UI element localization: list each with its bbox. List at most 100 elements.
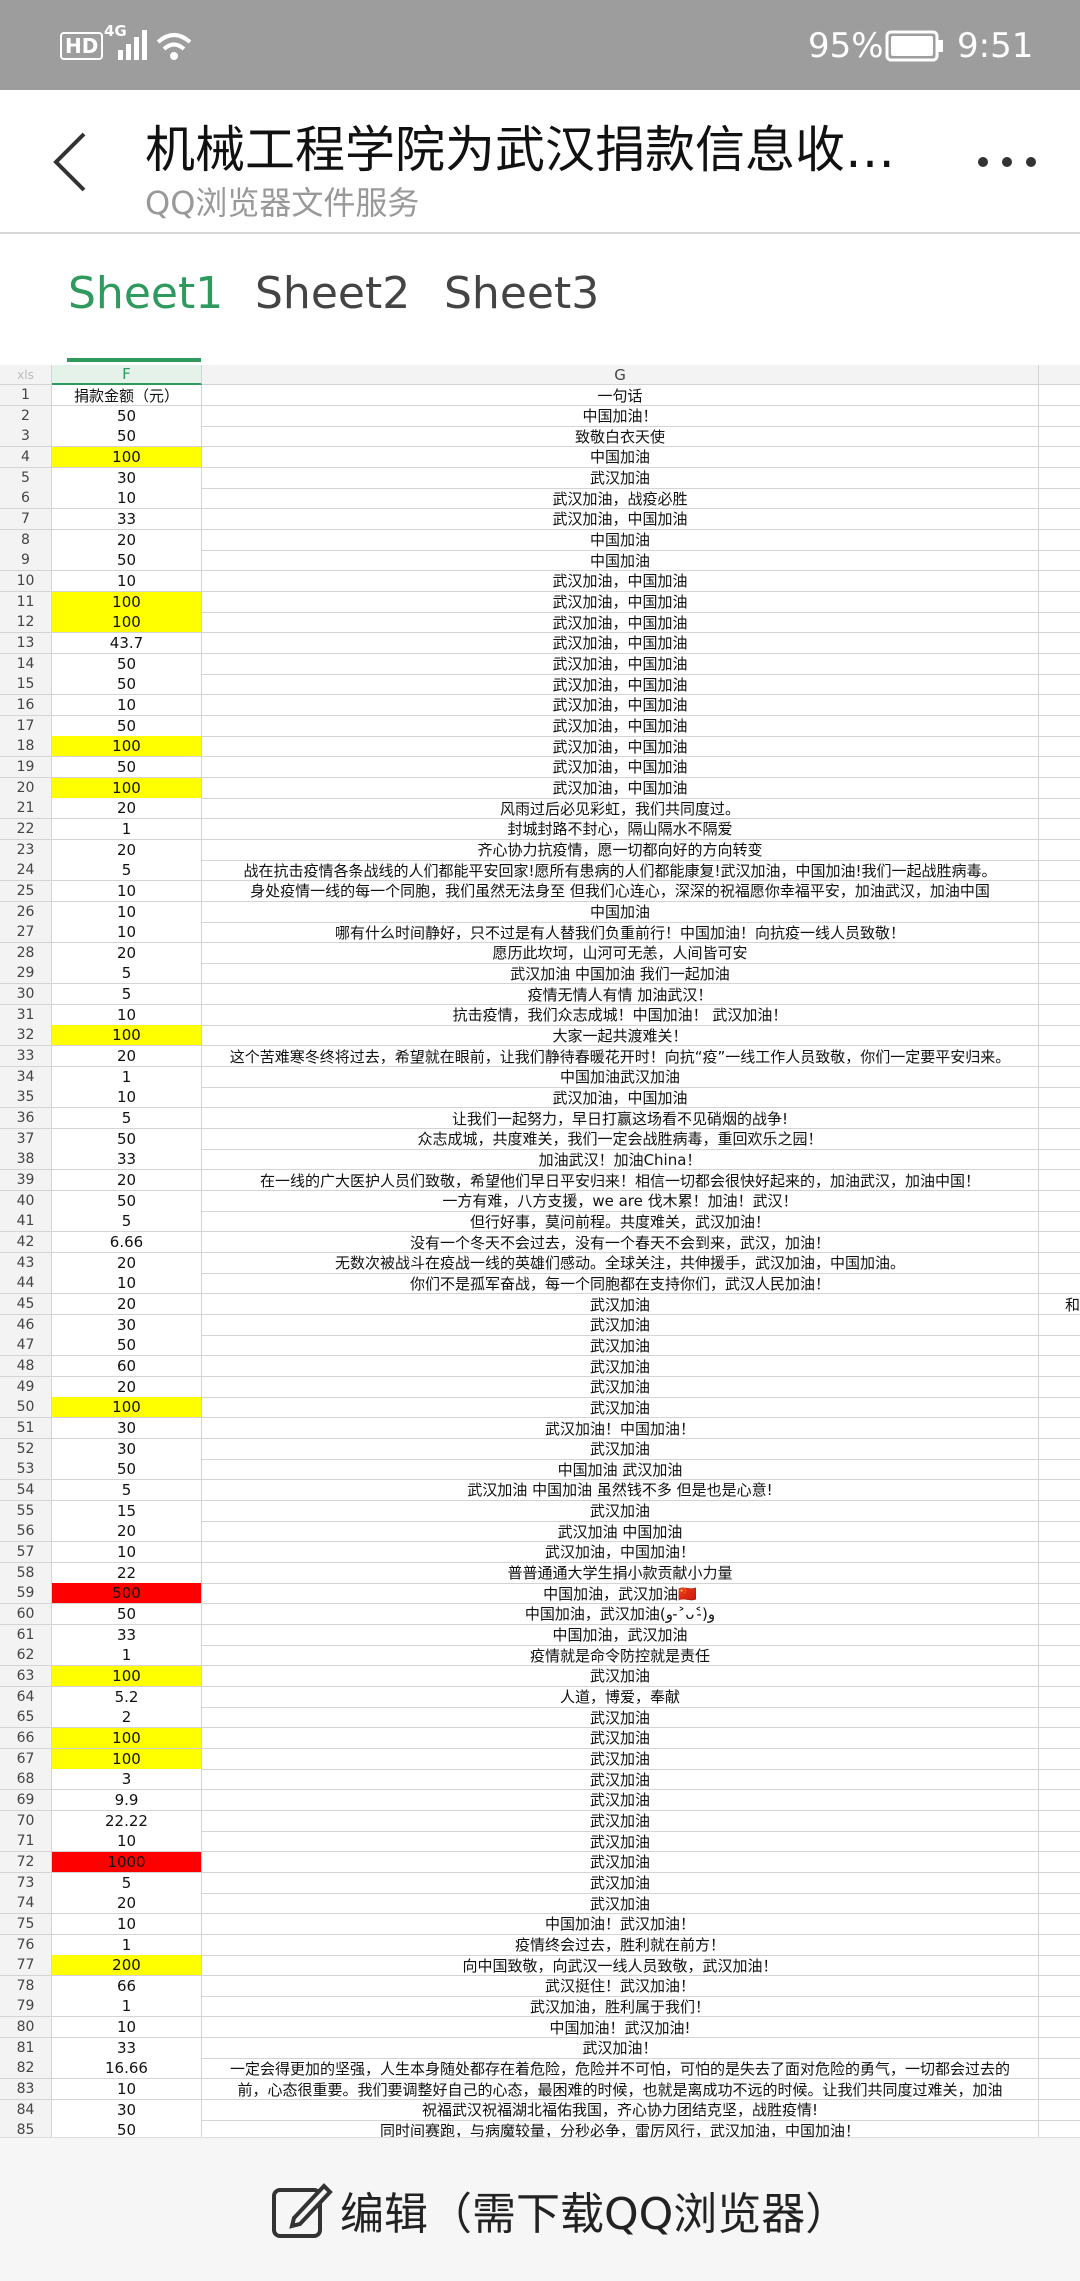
amount-cell: 5.2 bbox=[52, 1686, 202, 1708]
amount-cell: 20 bbox=[52, 1046, 202, 1068]
message-cell: 这个苦难寒冬终将过去，希望就在眼前，让我们静待春暖花开时！向抗“疫”一线工作人员… bbox=[202, 1046, 1039, 1068]
message-cell: 中国加油，武汉加油 bbox=[202, 1624, 1039, 1646]
amount-cell: 16.66 bbox=[52, 2058, 202, 2080]
sheet-tab[interactable]: Sheet1 bbox=[68, 268, 224, 319]
amount-cell: 100 bbox=[52, 1665, 202, 1687]
sheet-tab[interactable]: Sheet3 bbox=[444, 268, 600, 319]
message-cell: 武汉加油 bbox=[202, 1665, 1039, 1687]
active-tab-underline bbox=[67, 358, 201, 362]
message-cell: 中国加油，武汉加油🇨🇳 bbox=[202, 1583, 1039, 1605]
message-cell: 武汉加油，中国加油 bbox=[202, 1087, 1039, 1109]
amount-cell: 1 bbox=[52, 1645, 202, 1667]
amount-cell: 33 bbox=[52, 1149, 202, 1171]
extra-cell bbox=[1039, 1046, 1080, 1068]
edit-label: 编辑（需下载QQ浏览器） bbox=[340, 2189, 850, 2240]
amount-cell: 5 bbox=[52, 860, 202, 882]
amount-cell: 50 bbox=[52, 1335, 202, 1357]
row-number: 56 bbox=[0, 1521, 52, 1543]
amount-cell: 100 bbox=[52, 591, 202, 613]
amount-cell: 20 bbox=[52, 1893, 202, 1915]
extra-cell bbox=[1039, 1418, 1080, 1439]
message-cell: 武汉加油 bbox=[202, 1831, 1039, 1853]
edit-button[interactable]: 编辑（需下载QQ浏览器） bbox=[270, 2178, 849, 2242]
message-cell: 武汉加油 bbox=[202, 1397, 1039, 1419]
extra-cell bbox=[1039, 1170, 1080, 1192]
row-number: 41 bbox=[0, 1211, 52, 1233]
message-cell: 武汉加油，中国加油 bbox=[202, 591, 1039, 613]
extra-cell bbox=[1039, 447, 1080, 468]
row-number: 12 bbox=[0, 612, 52, 634]
row-number: 54 bbox=[0, 1479, 52, 1501]
amount-cell: 20 bbox=[52, 1521, 202, 1543]
extra-cell bbox=[1039, 2038, 1080, 2059]
amount-cell: 22 bbox=[52, 1562, 202, 1584]
row-number: 78 bbox=[0, 1975, 52, 1997]
amount-cell: 10 bbox=[52, 694, 202, 716]
amount-cell: 50 bbox=[52, 2120, 202, 2137]
amount-cell: 1 bbox=[52, 1934, 202, 1956]
amount-cell: 50 bbox=[52, 674, 202, 696]
row-number: 65 bbox=[0, 1707, 52, 1729]
amount-cell: 20 bbox=[52, 942, 202, 964]
amount-cell: 30 bbox=[52, 1314, 202, 1336]
row-number: 43 bbox=[0, 1252, 52, 1274]
amount-cell: 10 bbox=[52, 901, 202, 923]
row-number: 53 bbox=[0, 1459, 52, 1481]
extra-cell bbox=[1039, 1335, 1080, 1357]
message-cell: 武汉加油 bbox=[202, 1810, 1039, 1832]
message-cell: 中国加油，武汉加油(و ˃̵ᴗ˂̵)و bbox=[202, 1603, 1039, 1625]
row-number: 39 bbox=[0, 1170, 52, 1192]
message-cell: 大家一起共渡难关！ bbox=[202, 1025, 1039, 1047]
extra-cell bbox=[1039, 1129, 1080, 1150]
extra-cell bbox=[1039, 757, 1080, 778]
row-number: 64 bbox=[0, 1686, 52, 1708]
extra-cell bbox=[1039, 2079, 1080, 2101]
extra-cell bbox=[1039, 509, 1080, 530]
message-cell: 中国加油！武汉加油! bbox=[202, 2017, 1039, 2039]
back-button[interactable] bbox=[50, 130, 90, 194]
row-number: 24 bbox=[0, 860, 52, 882]
message-cell: 武汉加油，中国加油 bbox=[202, 570, 1039, 592]
extra-cell bbox=[1039, 1005, 1080, 1026]
row-number: 38 bbox=[0, 1149, 52, 1171]
message-cell: 中国加油 bbox=[202, 901, 1039, 923]
extra-cell bbox=[1039, 1191, 1080, 1212]
amount-cell: 33 bbox=[52, 2037, 202, 2059]
message-cell: 封城封路不封心，隔山隔水不隔爱 bbox=[202, 818, 1039, 840]
message-cell: 武汉加油，胜利属于我们！ bbox=[202, 1996, 1039, 2018]
extra-cell bbox=[1039, 468, 1080, 489]
row-number: 63 bbox=[0, 1665, 52, 1687]
more-button[interactable] bbox=[975, 154, 1045, 170]
extra-cell bbox=[1039, 1769, 1080, 1791]
row-number: 20 bbox=[0, 777, 52, 799]
extra-cell bbox=[1039, 1996, 1080, 2018]
message-cell: 武汉加油 bbox=[202, 1500, 1039, 1522]
amount-cell: 50 bbox=[52, 1128, 202, 1150]
subtitle: QQ浏览器文件服务 bbox=[145, 184, 420, 222]
extra-cell bbox=[1039, 1687, 1080, 1708]
message-cell: 愿历此坎坷，山河可无恙，人间皆可安 bbox=[202, 942, 1039, 964]
message-cell: 武汉加油！中国加油！ bbox=[202, 1418, 1039, 1439]
row-number: 2 bbox=[0, 405, 52, 427]
sheet-tab[interactable]: Sheet2 bbox=[255, 268, 411, 319]
amount-cell: 20 bbox=[52, 529, 202, 551]
message-cell: 向中国致敬，向武汉一线人员致敬，武汉加油！ bbox=[202, 1955, 1039, 1977]
extra-cell bbox=[1039, 1728, 1080, 1749]
extra-cell bbox=[1039, 2120, 1080, 2137]
amount-cell: 100 bbox=[52, 1397, 202, 1419]
message-cell: 中国加油 武汉加油 bbox=[202, 1459, 1039, 1481]
message-cell: 身处疫情一线的每一个同胞，我们虽然无法身至 但我们心连心，深深的祝福愿你幸福平安… bbox=[202, 880, 1039, 902]
extra-cell bbox=[1039, 1604, 1080, 1625]
amount-cell: 100 bbox=[52, 1025, 202, 1047]
row-number: 42 bbox=[0, 1232, 52, 1254]
extra-cell bbox=[1039, 1625, 1080, 1646]
extra-cell bbox=[1039, 1955, 1080, 1977]
message-cell: 前，心态很重要。我们要调整好自己的心态，最困难的时候，也就是离成功不远的时候。让… bbox=[202, 2079, 1039, 2101]
extra-cell bbox=[1039, 1935, 1080, 1956]
row-number: 73 bbox=[0, 1872, 52, 1894]
extra-cell bbox=[1039, 1439, 1080, 1460]
row-number: 14 bbox=[0, 653, 52, 675]
amount-cell: 100 bbox=[52, 736, 202, 758]
extra-cell bbox=[1039, 1873, 1080, 1894]
amount-cell: 20 bbox=[52, 798, 202, 820]
